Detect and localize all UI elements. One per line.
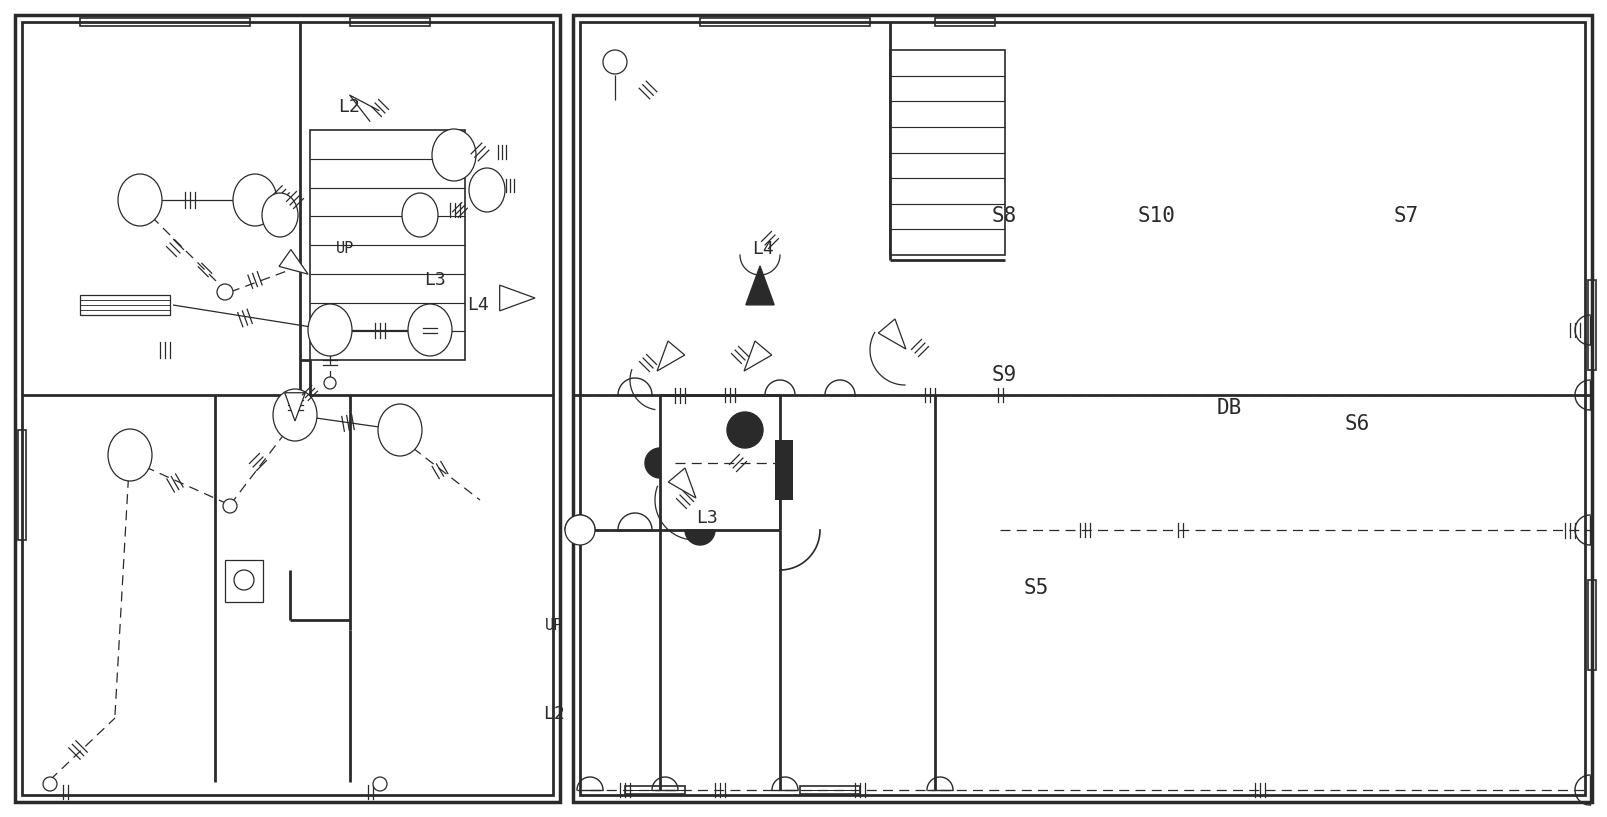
Bar xyxy=(80,18,251,26)
Text: S5: S5 xyxy=(1024,578,1049,598)
Polygon shape xyxy=(744,341,771,371)
Bar xyxy=(580,22,1585,795)
Text: L4: L4 xyxy=(468,296,489,314)
Circle shape xyxy=(603,50,627,74)
Bar xyxy=(574,15,1593,802)
Circle shape xyxy=(217,284,233,300)
Polygon shape xyxy=(879,319,906,349)
Polygon shape xyxy=(657,341,685,371)
Text: S7: S7 xyxy=(1393,206,1419,226)
Polygon shape xyxy=(685,530,715,545)
Bar xyxy=(80,295,170,315)
Text: L3: L3 xyxy=(424,271,445,289)
Ellipse shape xyxy=(117,174,162,226)
Bar xyxy=(800,786,860,794)
Ellipse shape xyxy=(309,304,352,356)
Text: UP: UP xyxy=(336,240,354,256)
Bar xyxy=(1588,280,1596,370)
Bar xyxy=(890,50,1004,255)
Ellipse shape xyxy=(402,193,439,237)
Text: L2: L2 xyxy=(337,98,360,116)
Polygon shape xyxy=(746,266,775,305)
Text: L3: L3 xyxy=(696,509,718,527)
Polygon shape xyxy=(644,448,660,478)
Bar xyxy=(225,560,264,602)
Bar xyxy=(22,22,553,795)
Ellipse shape xyxy=(408,304,452,356)
Ellipse shape xyxy=(432,129,476,181)
Bar xyxy=(775,440,792,500)
Ellipse shape xyxy=(469,168,505,212)
Text: DB: DB xyxy=(1216,398,1242,418)
Text: S6: S6 xyxy=(1345,414,1369,434)
Bar xyxy=(701,18,869,26)
Ellipse shape xyxy=(233,174,276,226)
Circle shape xyxy=(235,570,254,590)
Polygon shape xyxy=(280,249,309,275)
Text: L2: L2 xyxy=(543,705,566,723)
Bar xyxy=(14,15,559,802)
Ellipse shape xyxy=(108,429,153,481)
Bar xyxy=(625,786,685,794)
Polygon shape xyxy=(669,468,696,498)
Ellipse shape xyxy=(262,193,297,237)
Text: UP: UP xyxy=(545,618,562,632)
Bar xyxy=(935,18,995,26)
Circle shape xyxy=(43,777,56,791)
Text: S8: S8 xyxy=(992,206,1017,226)
Text: L4: L4 xyxy=(752,240,775,258)
Bar xyxy=(18,430,26,540)
Polygon shape xyxy=(500,285,535,310)
Circle shape xyxy=(726,412,763,448)
Circle shape xyxy=(566,515,595,545)
Text: S9: S9 xyxy=(992,365,1017,385)
Polygon shape xyxy=(284,393,305,421)
Circle shape xyxy=(373,777,387,791)
Bar xyxy=(1588,580,1596,670)
Circle shape xyxy=(325,377,336,389)
Bar xyxy=(310,130,464,360)
Ellipse shape xyxy=(378,404,423,456)
Text: S10: S10 xyxy=(1138,206,1176,226)
Ellipse shape xyxy=(273,389,317,441)
Circle shape xyxy=(223,499,236,513)
Bar xyxy=(350,18,431,26)
